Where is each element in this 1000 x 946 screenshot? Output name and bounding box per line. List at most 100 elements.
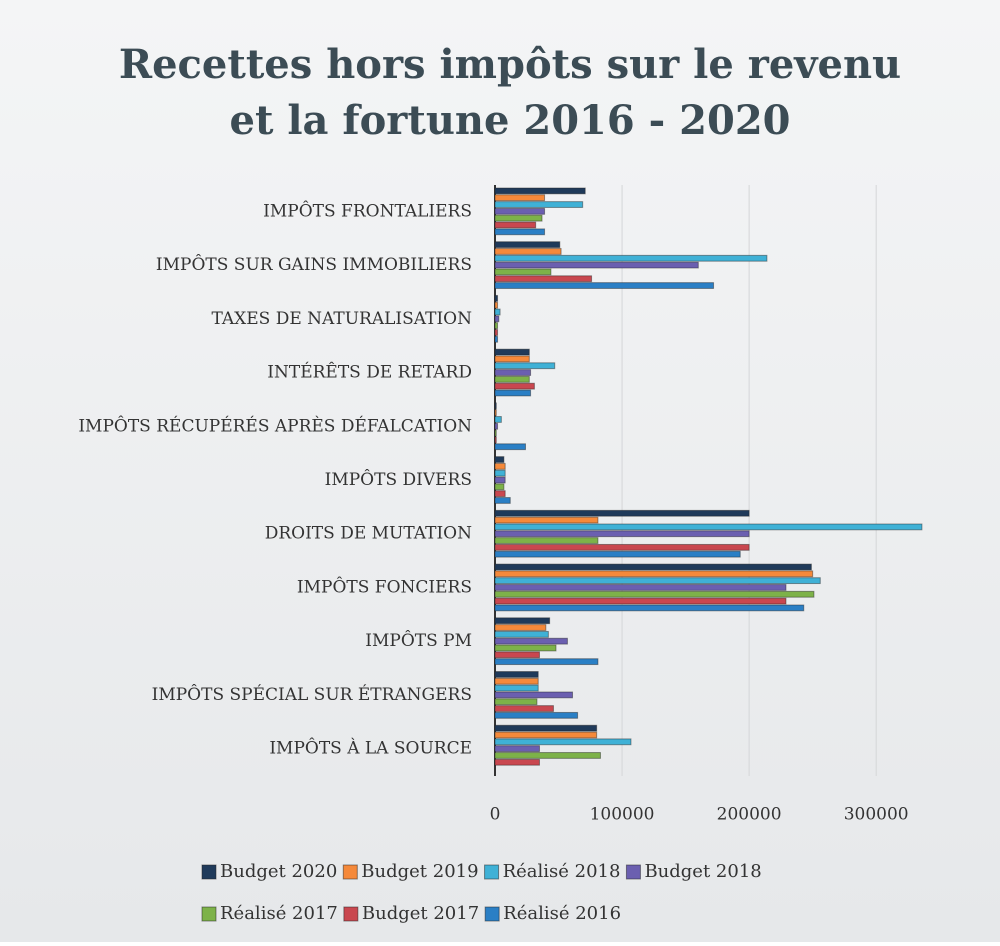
bar xyxy=(494,651,540,659)
bar xyxy=(494,369,532,376)
bar xyxy=(494,563,812,571)
legend-swatch xyxy=(201,906,217,922)
bar xyxy=(494,207,546,215)
bar xyxy=(494,637,568,645)
bar xyxy=(494,322,499,330)
bar xyxy=(494,275,593,283)
bar xyxy=(494,570,814,578)
bar xyxy=(494,577,821,585)
legend-label: Budget 2019 xyxy=(361,861,478,882)
bar xyxy=(494,261,699,269)
y-tick-label: INTÉRÊTS DE RETARD xyxy=(267,362,472,383)
y-tick-label: IMPÔTS PM xyxy=(365,630,472,651)
bar xyxy=(494,604,805,612)
legend-label: Réalisé 2016 xyxy=(503,903,621,924)
legend-swatch xyxy=(343,906,359,922)
bar xyxy=(494,590,815,598)
x-tick-label: 200000 xyxy=(717,805,782,825)
bar xyxy=(494,402,497,410)
legend-label: Budget 2020 xyxy=(220,861,337,882)
bar xyxy=(494,684,539,692)
bar xyxy=(494,355,530,363)
bar xyxy=(494,490,506,498)
legend-label: Budget 2017 xyxy=(362,903,479,924)
bar xyxy=(494,691,574,699)
bar xyxy=(494,671,539,678)
bar xyxy=(494,241,561,249)
x-tick-label: 300000 xyxy=(844,805,909,825)
legend-swatch xyxy=(342,864,358,880)
bar xyxy=(494,530,750,538)
legend-label: Réalisé 2017 xyxy=(220,903,338,924)
bar xyxy=(494,523,923,531)
y-tick-label: IMPÔTS À LA SOURCE xyxy=(269,738,472,759)
bar xyxy=(494,329,499,336)
bar xyxy=(494,268,552,276)
x-tick-label: 0 xyxy=(490,805,501,825)
bar xyxy=(494,476,506,484)
bar xyxy=(494,221,537,229)
bar xyxy=(494,469,506,477)
bar xyxy=(494,335,499,343)
bar xyxy=(494,422,499,430)
y-tick-label: DROITS DE MUTATION xyxy=(265,524,472,544)
bar xyxy=(494,382,535,390)
y-tick-label: IMPÔTS FONCIERS xyxy=(297,576,472,597)
bar xyxy=(494,543,750,551)
bar xyxy=(494,416,502,423)
y-tick-label: IMPÔTS DIVERS xyxy=(325,469,472,490)
bar xyxy=(494,698,538,706)
bar xyxy=(494,630,549,638)
bar xyxy=(494,516,599,524)
bar xyxy=(494,537,599,544)
legend-swatch xyxy=(201,864,217,880)
bar xyxy=(494,497,511,504)
bar xyxy=(494,705,554,712)
y-tick-label: IMPÔTS SPÉCIAL SUR ÉTRANGERS xyxy=(152,684,472,705)
bar xyxy=(494,483,505,491)
chart-title: et la fortune 2016 - 2020 xyxy=(230,97,791,144)
bar xyxy=(494,644,557,652)
bar xyxy=(494,294,499,302)
legend-label: Réalisé 2018 xyxy=(503,861,621,882)
bar xyxy=(494,248,562,255)
bar xyxy=(494,597,787,605)
y-tick-label: TAXES DE NATURALISATION xyxy=(211,309,472,329)
bar xyxy=(494,617,551,625)
bar xyxy=(494,201,584,208)
y-tick-label: IMPÔTS RÉCUPÉRÉS APRÈS DÉFALCATION xyxy=(78,415,472,436)
bar xyxy=(494,724,598,732)
bar xyxy=(494,758,540,766)
bar xyxy=(494,282,715,289)
bar xyxy=(494,624,547,631)
bar xyxy=(494,308,501,316)
bar xyxy=(494,745,540,753)
bar xyxy=(494,462,506,470)
bar xyxy=(494,254,768,262)
bar xyxy=(494,752,601,759)
chart-title: Recettes hors impôts sur le revenu xyxy=(119,41,901,88)
bar xyxy=(494,409,497,417)
bar xyxy=(494,456,505,463)
legend-swatch xyxy=(625,864,641,880)
bar xyxy=(494,228,546,236)
y-tick-label: IMPÔTS SUR GAINS IMMOBILIERS xyxy=(156,254,472,275)
bar xyxy=(494,375,530,383)
x-tick-label: 100000 xyxy=(590,805,655,825)
bar xyxy=(494,301,499,309)
bar xyxy=(494,738,632,746)
bar xyxy=(494,731,598,739)
legend-swatch xyxy=(484,864,500,880)
bar xyxy=(494,348,530,356)
bar xyxy=(494,677,539,685)
legend-swatch xyxy=(484,906,500,922)
legend-label: Budget 2018 xyxy=(644,861,761,882)
bar xyxy=(494,194,546,202)
y-tick-label: IMPÔTS FRONTALIERS xyxy=(263,200,472,221)
bar xyxy=(494,436,497,444)
bar xyxy=(494,509,750,517)
bar xyxy=(494,711,579,719)
bar xyxy=(494,214,543,222)
bar xyxy=(494,362,556,370)
